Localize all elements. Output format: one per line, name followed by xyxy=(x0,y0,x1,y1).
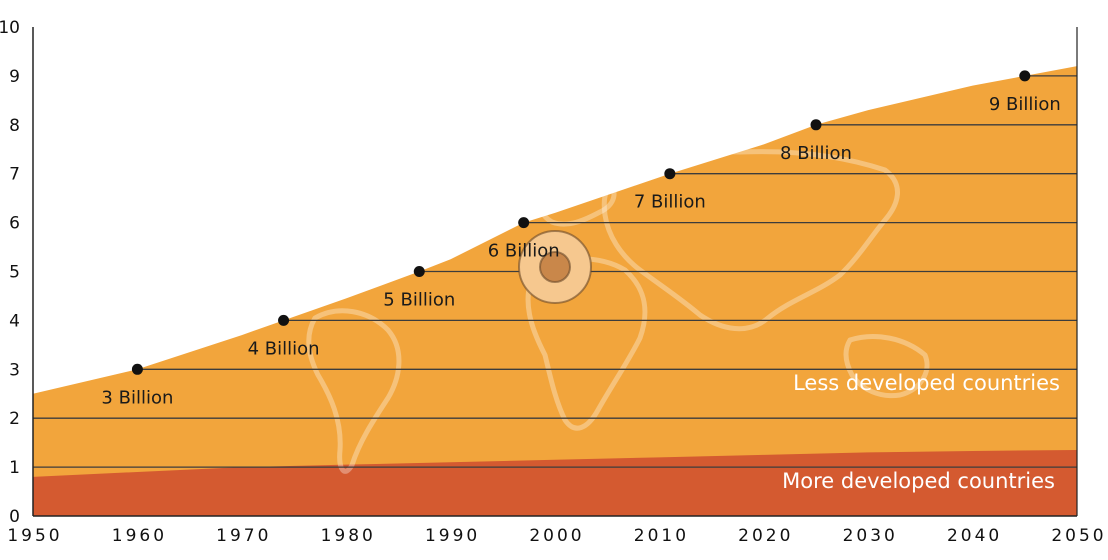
y-tick-label-4: 4 xyxy=(9,311,20,331)
y-tick-label-6: 6 xyxy=(9,214,20,234)
x-tick-label-2030: 2030 xyxy=(843,526,898,546)
milestone-label-9b: 9 Billion xyxy=(989,94,1061,115)
x-tick-label-1950: 1950 xyxy=(7,526,62,546)
x-tick-label-2050: 2050 xyxy=(1051,526,1106,546)
y-tick-label-2: 2 xyxy=(9,409,20,429)
chart-grid xyxy=(33,75,1077,468)
chart-axes: 0 1 2 3 4 5 6 7 8 9 10 1950 1960 1970 1980 1990 2000 2010… xyxy=(0,18,1106,546)
y-tick-label-1: 1 xyxy=(9,458,20,478)
y-tick-label-9: 9 xyxy=(9,67,20,87)
x-tick-label-1980: 1980 xyxy=(321,526,376,546)
milestone-label-7b: 7 Billion xyxy=(634,192,706,213)
x-tick-label-1970: 1970 xyxy=(216,526,271,546)
milestone-dot-9b xyxy=(1019,70,1031,82)
milestone-label-6b: 6 Billion xyxy=(488,241,560,262)
target-marker xyxy=(518,230,592,304)
milestone-dot-3b xyxy=(131,363,143,375)
milestone-dot-8b xyxy=(810,119,822,131)
x-tick-label-2000: 2000 xyxy=(529,526,584,546)
y-tick-label-8: 8 xyxy=(9,116,20,136)
milestone-label-4b: 4 Billion xyxy=(248,338,320,359)
milestone-label-3b: 3 Billion xyxy=(101,387,173,408)
x-tick-label-1990: 1990 xyxy=(425,526,480,546)
y-tick-label-7: 7 xyxy=(9,165,20,185)
y-tick-label-0: 0 xyxy=(9,507,20,527)
milestone-dot-7b xyxy=(664,168,676,180)
milestone-dot-4b xyxy=(278,314,290,326)
milestone-dot-6b xyxy=(518,217,530,229)
y-tick-label-5: 5 xyxy=(9,263,20,283)
x-tick-label-1960: 1960 xyxy=(112,526,167,546)
y-tick-label-10: 10 xyxy=(0,18,20,38)
milestone-label-5b: 5 Billion xyxy=(383,290,455,311)
x-tick-label-2010: 2010 xyxy=(634,526,689,546)
x-tick-label-2040: 2040 xyxy=(947,526,1002,546)
less-developed-label: Less developed countries xyxy=(793,371,1060,395)
x-tick-label-2020: 2020 xyxy=(738,526,793,546)
milestone-markers: 3 Billion 4 Billion 5 Billion 6 Billion 7 Bi… xyxy=(101,70,1061,408)
y-tick-label-3: 3 xyxy=(9,360,20,380)
milestone-dot-5b xyxy=(413,266,425,277)
world-map-watermark xyxy=(127,96,930,474)
more-developed-label: More developed countries xyxy=(782,469,1055,493)
milestone-label-8b: 8 Billion xyxy=(780,143,852,164)
